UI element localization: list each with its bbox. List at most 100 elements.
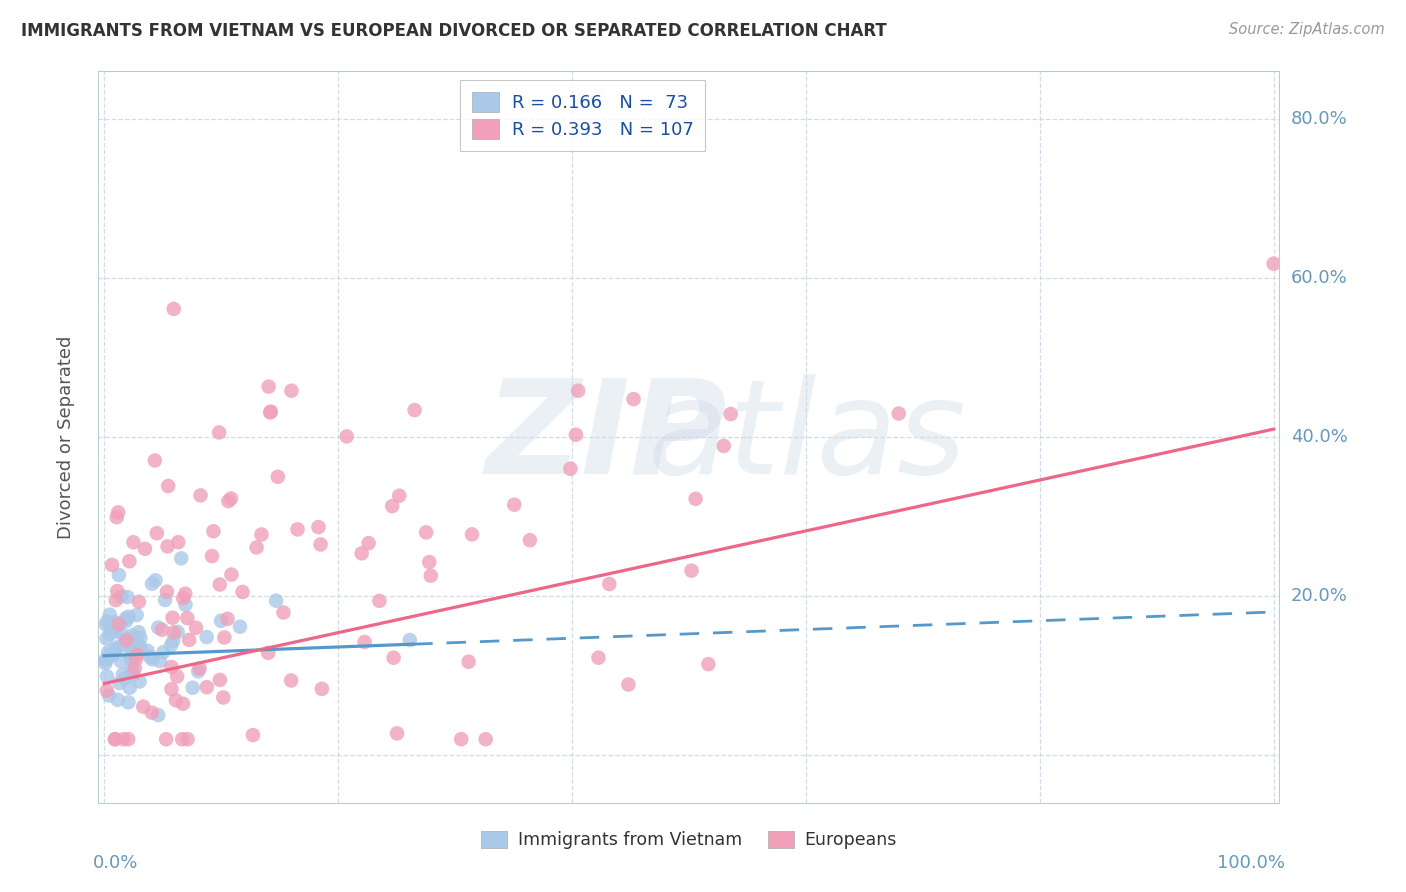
Point bbox=[145, 574, 167, 588]
Point bbox=[195, 630, 218, 644]
Point bbox=[166, 624, 188, 639]
Point bbox=[419, 568, 441, 582]
Point bbox=[212, 690, 235, 705]
Point bbox=[104, 732, 127, 747]
Point bbox=[110, 626, 132, 640]
Point bbox=[98, 607, 121, 622]
Point bbox=[121, 653, 143, 667]
Point bbox=[128, 625, 150, 640]
Point bbox=[172, 732, 194, 747]
Point bbox=[307, 520, 329, 534]
Point bbox=[153, 593, 176, 607]
Point bbox=[160, 682, 183, 697]
Point bbox=[96, 615, 118, 629]
Point bbox=[94, 653, 117, 667]
Point bbox=[720, 407, 742, 421]
Point bbox=[97, 645, 120, 659]
Point bbox=[146, 526, 169, 541]
Point bbox=[115, 611, 138, 625]
Point bbox=[208, 577, 231, 591]
Point bbox=[103, 621, 125, 635]
Point bbox=[150, 623, 173, 637]
Point bbox=[685, 491, 707, 506]
Point bbox=[117, 609, 139, 624]
Point bbox=[163, 301, 186, 316]
Point bbox=[157, 479, 180, 493]
Point bbox=[160, 660, 183, 674]
Point bbox=[415, 525, 437, 540]
Point bbox=[122, 667, 145, 681]
Point bbox=[110, 654, 132, 668]
Point bbox=[114, 672, 136, 686]
Point bbox=[368, 594, 391, 608]
Point bbox=[388, 489, 411, 503]
Point bbox=[96, 669, 118, 683]
Point bbox=[713, 439, 735, 453]
Point bbox=[457, 655, 479, 669]
Point bbox=[617, 677, 640, 691]
Point bbox=[114, 633, 136, 648]
Point bbox=[503, 498, 526, 512]
Point bbox=[98, 627, 121, 641]
Point bbox=[163, 625, 186, 640]
Point bbox=[100, 624, 122, 639]
Point bbox=[108, 568, 131, 582]
Point bbox=[217, 494, 239, 508]
Text: Source: ZipAtlas.com: Source: ZipAtlas.com bbox=[1229, 22, 1385, 37]
Point bbox=[195, 680, 218, 694]
Point bbox=[118, 554, 141, 568]
Point bbox=[190, 488, 212, 502]
Point bbox=[461, 527, 484, 541]
Point bbox=[336, 429, 359, 443]
Point bbox=[120, 649, 142, 664]
Point bbox=[115, 633, 138, 648]
Point bbox=[214, 631, 236, 645]
Point bbox=[381, 499, 404, 513]
Point bbox=[162, 633, 184, 648]
Point bbox=[105, 510, 128, 524]
Point bbox=[560, 462, 582, 476]
Text: ZIP: ZIP bbox=[485, 374, 727, 500]
Point bbox=[257, 379, 280, 393]
Point bbox=[353, 635, 375, 649]
Point bbox=[623, 392, 645, 406]
Point bbox=[697, 657, 720, 672]
Point bbox=[681, 564, 703, 578]
Point bbox=[107, 640, 129, 654]
Point bbox=[121, 663, 143, 677]
Point bbox=[141, 577, 163, 591]
Point bbox=[111, 667, 134, 681]
Point bbox=[588, 650, 610, 665]
Point bbox=[357, 536, 380, 550]
Point bbox=[101, 558, 124, 572]
Point bbox=[122, 631, 145, 645]
Point bbox=[104, 732, 127, 747]
Point bbox=[165, 693, 187, 707]
Point bbox=[172, 697, 194, 711]
Point bbox=[143, 453, 166, 467]
Text: atlas: atlas bbox=[648, 374, 966, 500]
Point bbox=[174, 587, 197, 601]
Point bbox=[110, 590, 132, 604]
Point bbox=[107, 693, 129, 707]
Point bbox=[350, 546, 373, 560]
Point bbox=[114, 638, 136, 652]
Point bbox=[139, 649, 162, 664]
Point bbox=[398, 633, 420, 648]
Point bbox=[162, 611, 184, 625]
Text: 80.0%: 80.0% bbox=[1291, 110, 1347, 128]
Point bbox=[160, 638, 183, 652]
Point bbox=[219, 491, 242, 506]
Point bbox=[96, 632, 118, 646]
Point bbox=[174, 598, 197, 612]
Text: 40.0%: 40.0% bbox=[1291, 428, 1347, 446]
Point bbox=[94, 653, 117, 667]
Text: 60.0%: 60.0% bbox=[1291, 269, 1347, 287]
Point bbox=[127, 636, 149, 650]
Point bbox=[132, 699, 155, 714]
Point bbox=[259, 405, 281, 419]
Point bbox=[267, 470, 290, 484]
Point bbox=[94, 618, 117, 632]
Point bbox=[887, 407, 910, 421]
Point bbox=[229, 620, 252, 634]
